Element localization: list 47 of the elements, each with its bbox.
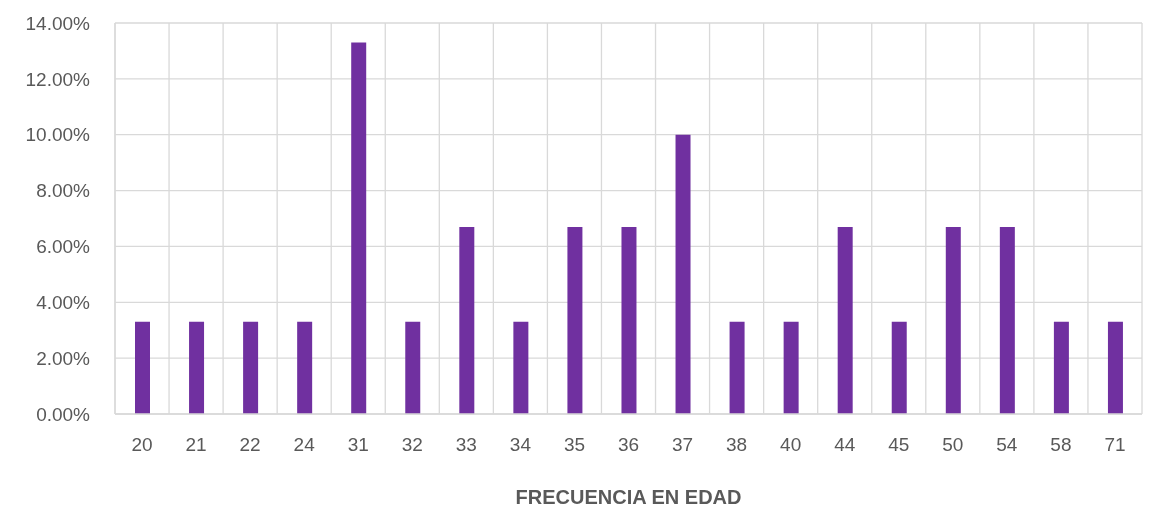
y-tick-label: 8.00% (36, 180, 91, 202)
bar (1107, 321, 1123, 414)
bar (243, 321, 259, 414)
x-tick-label: 50 (942, 434, 964, 456)
x-tick-label: 58 (1050, 434, 1072, 456)
bar (189, 321, 205, 414)
x-tick-label: 54 (996, 434, 1018, 456)
bar (405, 321, 421, 414)
bar (945, 226, 961, 414)
x-tick-label: 71 (1104, 434, 1126, 456)
bar (567, 226, 583, 414)
x-tick-label: 22 (239, 434, 261, 456)
x-tick-label: 44 (834, 434, 856, 456)
bar (459, 226, 475, 414)
y-tick-label: 12.00% (25, 68, 91, 90)
x-axis-title: FRECUENCIA EN EDAD (515, 486, 742, 508)
x-tick-label: 35 (563, 434, 586, 456)
bar (891, 321, 907, 414)
x-tick-label: 37 (671, 434, 694, 456)
x-tick-label: 32 (401, 434, 423, 456)
bar (729, 321, 745, 414)
bar (621, 226, 637, 414)
y-tick-label: 6.00% (36, 236, 91, 258)
x-tick-label: 24 (293, 434, 316, 456)
bar (783, 321, 799, 414)
bar (297, 321, 313, 414)
y-tick-label: 0.00% (36, 403, 91, 425)
bar (999, 226, 1015, 414)
x-tick-label: 36 (617, 434, 640, 456)
x-tick-label: 31 (347, 434, 369, 456)
bar (513, 321, 529, 414)
bar (1053, 321, 1069, 414)
x-tick-label: 38 (726, 434, 748, 456)
x-tick-label: 20 (131, 434, 153, 456)
y-tick-label: 2.00% (36, 347, 91, 369)
x-tick-label: 40 (780, 434, 802, 456)
y-tick-label: 14.00% (25, 12, 91, 34)
bar (351, 42, 367, 414)
x-tick-label: 33 (455, 434, 477, 456)
y-tick-label: 4.00% (36, 292, 91, 314)
y-tick-label: 10.00% (25, 124, 91, 146)
x-tick-label: 34 (509, 434, 532, 456)
bar (837, 226, 853, 414)
bar (135, 321, 150, 414)
bar (675, 134, 691, 414)
x-tick-label: 45 (888, 434, 910, 456)
x-tick-label: 21 (185, 434, 207, 456)
